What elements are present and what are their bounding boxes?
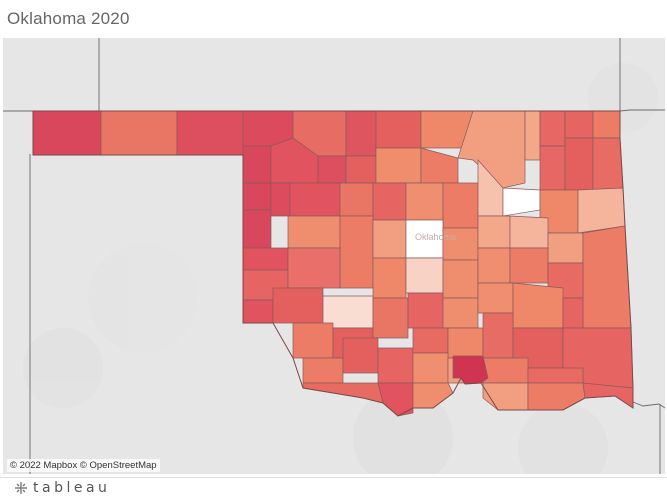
county-caddo[interactable] (339, 215, 374, 289)
county-jefferson[interactable] (302, 357, 344, 384)
county-choctaw[interactable] (482, 357, 529, 384)
county-johnston[interactable] (447, 327, 484, 359)
county-sequoyah[interactable] (547, 232, 584, 264)
county-logan[interactable] (372, 182, 407, 221)
page-title: Oklahoma 2020 (7, 9, 130, 28)
state-boundaries (3, 38, 665, 474)
oklahoma-counties[interactable] (32, 110, 634, 417)
osm-attribution-link[interactable]: © OpenStreetMap (79, 460, 157, 471)
county-delaware[interactable] (592, 137, 624, 191)
county-okfuskee[interactable] (477, 247, 511, 284)
county-custer[interactable] (270, 182, 291, 217)
county-kingfisher[interactable] (339, 182, 374, 217)
map-view[interactable]: Oklahoma © 2022 Mapbox © OpenStreetMap (3, 38, 665, 474)
map-attribution: © 2022 Mapbox © OpenStreetMap (7, 459, 160, 472)
county-blaine[interactable] (289, 182, 341, 217)
county-murray[interactable] (412, 327, 449, 354)
county-leflore[interactable] (582, 225, 632, 329)
county-grady[interactable] (372, 257, 407, 299)
county-adair[interactable] (577, 187, 626, 234)
county-garvin[interactable] (407, 292, 444, 329)
footer-bar: tableau (0, 477, 667, 501)
county-garfield[interactable] (345, 155, 377, 184)
county-canadian[interactable] (372, 219, 407, 259)
county-love[interactable] (377, 347, 414, 384)
county-mayes[interactable] (564, 137, 594, 191)
county-creek[interactable] (442, 182, 479, 229)
county-rogers[interactable] (539, 145, 566, 191)
county-muskogee[interactable] (509, 215, 549, 249)
county-red-river-south[interactable] (527, 367, 584, 384)
county-major[interactable] (317, 155, 347, 184)
county-kiowa[interactable] (287, 247, 341, 289)
county-pontotoc[interactable] (442, 297, 479, 329)
county-cimarron[interactable] (32, 110, 102, 156)
county-payne[interactable] (405, 182, 444, 221)
county-noble[interactable] (375, 147, 422, 184)
county-texas[interactable] (100, 110, 178, 156)
county-nowata[interactable] (539, 110, 566, 147)
county-cleveland[interactable] (405, 257, 444, 294)
county-grant[interactable] (375, 110, 422, 149)
county-jackson[interactable] (272, 287, 324, 324)
county-dewey[interactable] (242, 182, 272, 211)
county-washita[interactable] (287, 215, 341, 249)
county-atoka[interactable] (482, 312, 514, 359)
county-ottawa[interactable] (592, 110, 621, 139)
county-pottawatomie[interactable] (442, 259, 479, 299)
county-comanche[interactable] (292, 322, 334, 359)
mapbox-attribution-link[interactable]: © 2022 Mapbox (10, 460, 78, 471)
tableau-logo-text: tableau (33, 480, 111, 496)
county-stephens[interactable] (372, 297, 409, 339)
county-roger-mills[interactable] (242, 209, 272, 249)
tableau-logo-icon (15, 482, 27, 494)
tableau-logo[interactable]: tableau (14, 480, 110, 496)
county-hughes[interactable] (477, 282, 514, 314)
county-marshall[interactable] (412, 352, 449, 384)
county-washington[interactable] (524, 110, 541, 161)
city-label-oklahoma: Oklahoma (415, 232, 456, 242)
county-alfalfa[interactable] (345, 110, 377, 157)
county-pittsburg[interactable] (512, 282, 564, 329)
basemap-terrain (23, 63, 658, 474)
county-okmulgee[interactable] (477, 215, 511, 249)
county-ellis[interactable] (242, 145, 272, 184)
county-harmon[interactable] (242, 299, 274, 324)
county-carter[interactable] (342, 337, 379, 374)
county-latimer[interactable] (562, 297, 584, 329)
county-beaver[interactable] (176, 110, 244, 156)
county-mcintosh[interactable] (509, 247, 549, 284)
choropleth-map[interactable]: Oklahoma (3, 38, 665, 474)
county-craig[interactable] (564, 110, 594, 139)
oklahoma-outline (32, 110, 634, 417)
county-beckham[interactable] (242, 247, 289, 271)
